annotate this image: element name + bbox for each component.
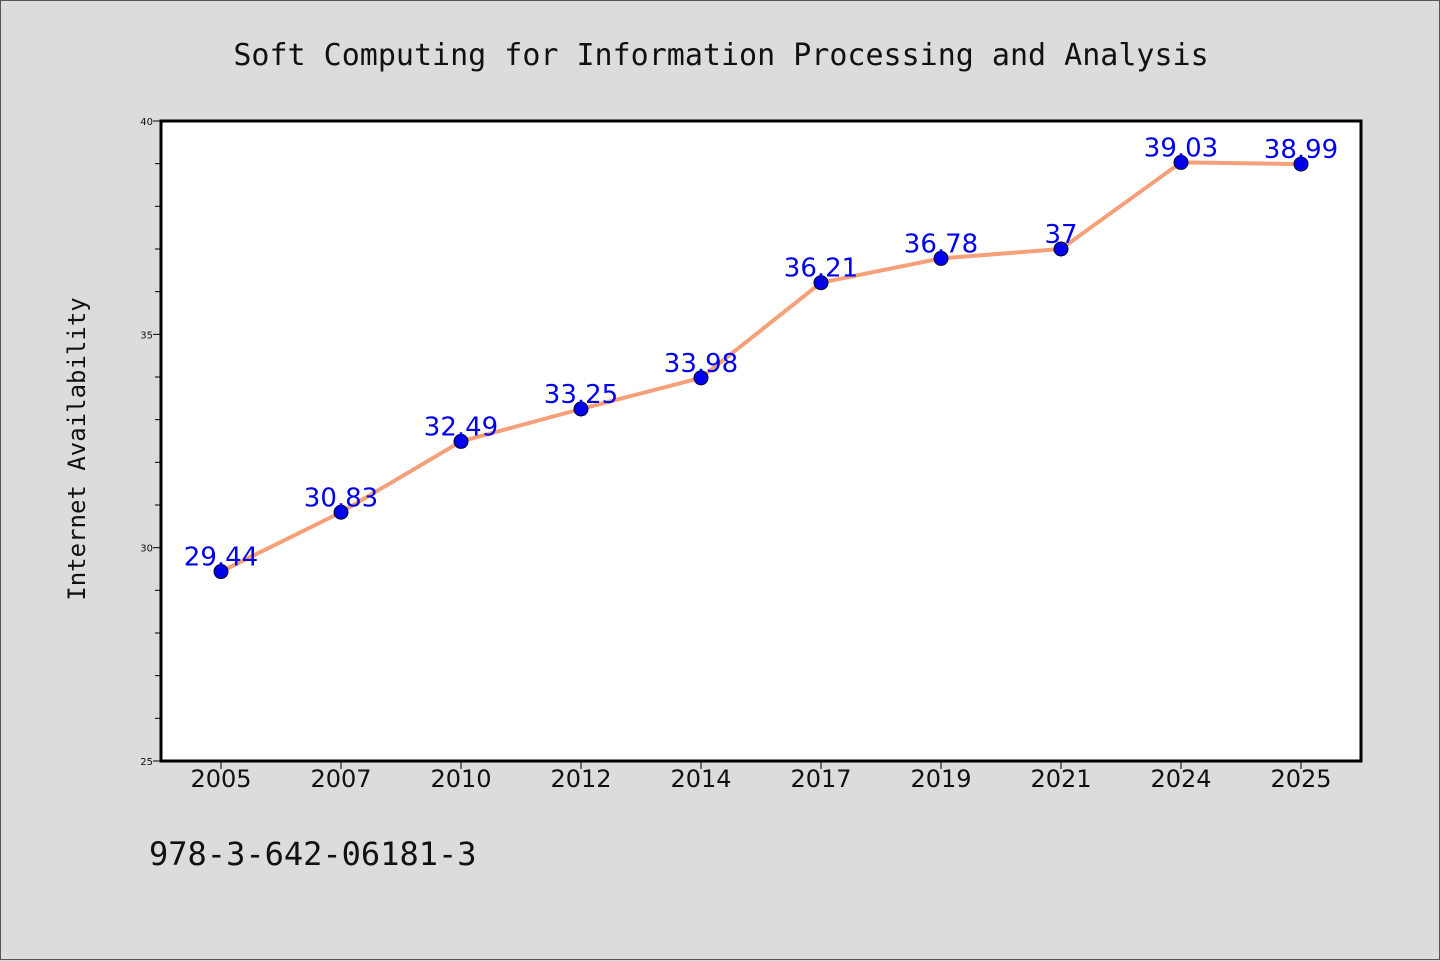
y-tick-label: 40 [140,117,153,128]
data-label: 36.21 [784,254,858,284]
data-point [573,401,589,417]
data-point [1173,154,1189,170]
data-point [333,504,349,520]
data-label: 30.83 [304,483,378,513]
data-point [1293,156,1309,172]
data-label: 33.25 [544,380,618,410]
y-tick-label: 30 [140,544,153,555]
y-axis-label: Internet Availability [63,297,91,600]
data-point [213,564,229,580]
y-axis: 25 30 35 40 [140,117,161,768]
data-label: 33.98 [664,349,738,379]
y-tick-label: 25 [140,757,153,768]
x-tick-label: 2014 [670,765,731,793]
x-tick-label: 2019 [910,765,971,793]
x-tick-label: 2010 [430,765,491,793]
plot-area [159,119,1363,763]
x-tick-label: 2017 [790,765,851,793]
x-tick-label: 2025 [1270,765,1331,793]
series-group: 29.44 30.83 32.49 33.25 33.98 36.21 36.78 37 39.… [184,133,1338,580]
data-point [1053,241,1069,257]
data-point [693,370,709,386]
x-tick-label: 2021 [1030,765,1091,793]
data-label: 32.49 [424,412,498,442]
y-tick-label: 35 [140,330,153,341]
isbn-text: 978-3-642-06181-3 [149,835,477,873]
data-point [813,275,829,291]
data-label: 36.78 [904,229,978,259]
x-tick-label: 2024 [1150,765,1211,793]
data-label: 38.99 [1264,135,1338,165]
data-label: 29.44 [184,543,258,573]
x-tick-label: 2007 [310,765,371,793]
series-line [219,160,1303,574]
chart-title: Soft Computing for Information Processin… [233,38,1208,73]
x-tick-label: 2005 [190,765,251,793]
data-point [453,433,469,449]
x-axis: 2005 2007 2010 2012 2014 2017 2019 2021 2024 2025 [190,761,1332,793]
x-tick-label: 2012 [550,765,611,793]
data-label: 39.03 [1144,133,1218,163]
data-point [933,250,949,266]
data-label: 37 [1044,220,1077,250]
